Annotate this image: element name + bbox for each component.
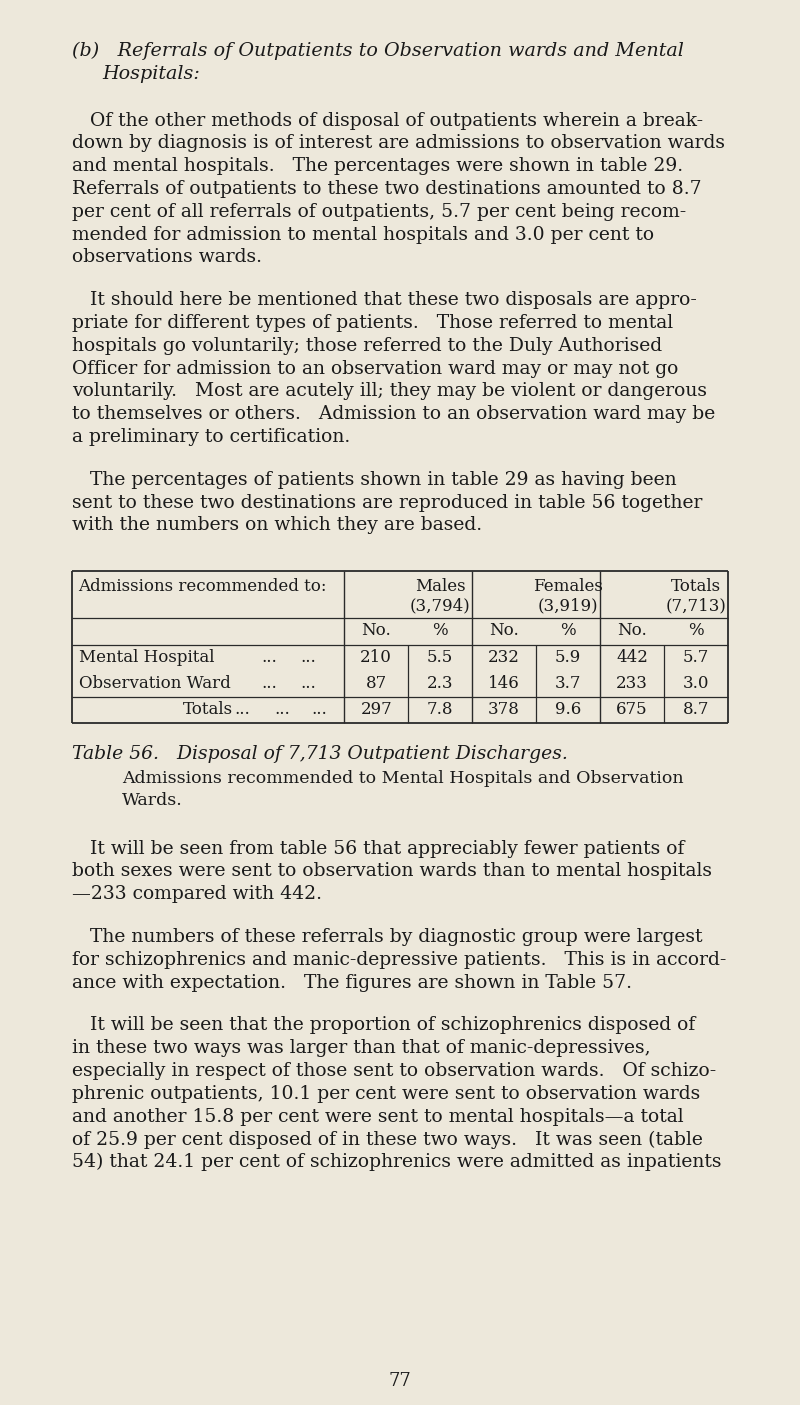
Text: (3,794): (3,794) [410,597,470,615]
Text: 9.6: 9.6 [555,701,582,718]
Text: 2.3: 2.3 [427,676,454,693]
Text: 233: 233 [616,676,648,693]
Text: 77: 77 [389,1373,411,1390]
Text: (7,713): (7,713) [666,597,726,615]
Text: 5.9: 5.9 [555,649,582,666]
Text: priate for different types of patients.   Those referred to mental: priate for different types of patients. … [72,313,673,332]
Text: a preliminary to certification.: a preliminary to certification. [72,429,350,445]
Text: hospitals go voluntarily; those referred to the Duly Authorised: hospitals go voluntarily; those referred… [72,337,662,355]
Text: 675: 675 [616,701,648,718]
Text: ...: ... [311,701,327,718]
Text: ...: ... [300,676,316,693]
Text: 442: 442 [616,649,648,666]
Text: Of the other methods of disposal of outpatients wherein a break-: Of the other methods of disposal of outp… [72,111,703,129]
Text: mended for admission to mental hospitals and 3.0 per cent to: mended for admission to mental hospitals… [72,226,654,243]
Text: %: % [688,622,704,639]
Text: (3,919): (3,919) [538,597,598,615]
Text: Wards.: Wards. [122,792,182,809]
Text: 54) that 24.1 per cent of schizophrenics were admitted as inpatients: 54) that 24.1 per cent of schizophrenics… [72,1154,722,1172]
Text: Observation Ward: Observation Ward [78,676,230,693]
Text: especially in respect of those sent to observation wards.   Of schizo-: especially in respect of those sent to o… [72,1062,716,1080]
Text: with the numbers on which they are based.: with the numbers on which they are based… [72,517,482,534]
Text: 5.5: 5.5 [427,649,454,666]
Text: Referrals of outpatients to these two destinations amounted to 8.7: Referrals of outpatients to these two de… [72,180,702,198]
Text: Admissions recommended to:: Admissions recommended to: [78,579,327,596]
Text: for schizophrenics and manic-depressive patients.   This is in accord-: for schizophrenics and manic-depressive … [72,951,726,969]
Text: %: % [560,622,576,639]
Text: in these two ways was larger than that of manic-depressives,: in these two ways was larger than that o… [72,1040,650,1057]
Text: 232: 232 [488,649,520,666]
Text: down by diagnosis is of interest are admissions to observation wards: down by diagnosis is of interest are adm… [72,135,725,152]
Text: 378: 378 [488,701,520,718]
Text: voluntarily.   Most are acutely ill; they may be violent or dangerous: voluntarily. Most are acutely ill; they … [72,382,707,400]
Text: 7.8: 7.8 [427,701,454,718]
Text: ...: ... [300,649,316,666]
Text: ...: ... [261,676,277,693]
Text: The numbers of these referrals by diagnostic group were largest: The numbers of these referrals by diagno… [72,927,702,946]
Text: 3.7: 3.7 [555,676,582,693]
Text: It should here be mentioned that these two disposals are appro-: It should here be mentioned that these t… [72,291,697,309]
Text: ...: ... [274,701,290,718]
Text: observations wards.: observations wards. [72,249,262,267]
Text: 146: 146 [488,676,520,693]
Text: No.: No. [362,622,391,639]
Text: Males: Males [415,579,466,596]
Text: It will be seen from table 56 that appreciably fewer patients of: It will be seen from table 56 that appre… [72,840,684,857]
Text: per cent of all referrals of outpatients, 5.7 per cent being recom-: per cent of all referrals of outpatients… [72,202,686,221]
Text: It will be seen that the proportion of schizophrenics disposed of: It will be seen that the proportion of s… [72,1016,695,1034]
Text: of 25.9 per cent disposed of in these two ways.   It was seen (table: of 25.9 per cent disposed of in these tw… [72,1131,703,1149]
Text: and another 15.8 per cent were sent to mental hospitals—a total: and another 15.8 per cent were sent to m… [72,1107,684,1125]
Text: 8.7: 8.7 [682,701,710,718]
Text: to themselves or others.   Admission to an observation ward may be: to themselves or others. Admission to an… [72,405,715,423]
Text: %: % [432,622,448,639]
Text: 297: 297 [360,701,392,718]
Text: Officer for admission to an observation ward may or may not go: Officer for admission to an observation … [72,360,678,378]
Text: phrenic outpatients, 10.1 per cent were sent to observation wards: phrenic outpatients, 10.1 per cent were … [72,1085,700,1103]
Text: (b)   Referrals of Outpatients to Observation wards and Mental: (b) Referrals of Outpatients to Observat… [72,42,684,60]
Text: Totals: Totals [671,579,721,596]
Text: No.: No. [617,622,647,639]
Text: 210: 210 [360,649,392,666]
Text: ...: ... [234,701,250,718]
Text: Table 56.   Disposal of 7,713 Outpatient Discharges.: Table 56. Disposal of 7,713 Outpatient D… [72,745,568,763]
Text: Totals: Totals [183,701,233,718]
Text: sent to these two destinations are reproduced in table 56 together: sent to these two destinations are repro… [72,493,702,511]
Text: Females: Females [533,579,603,596]
Text: Mental Hospital: Mental Hospital [78,649,214,666]
Text: 3.0: 3.0 [682,676,710,693]
Text: ...: ... [261,649,277,666]
Text: 87: 87 [366,676,387,693]
Text: —233 compared with 442.: —233 compared with 442. [72,885,322,903]
Text: 5.7: 5.7 [683,649,710,666]
Text: ance with expectation.   The figures are shown in Table 57.: ance with expectation. The figures are s… [72,974,632,992]
Text: Hospitals:: Hospitals: [102,65,200,83]
Text: No.: No. [490,622,519,639]
Text: both sexes were sent to observation wards than to mental hospitals: both sexes were sent to observation ward… [72,863,712,881]
Text: The percentages of patients shown in table 29 as having been: The percentages of patients shown in tab… [72,471,677,489]
Text: and mental hospitals.   The percentages were shown in table 29.: and mental hospitals. The percentages we… [72,157,683,176]
Text: Admissions recommended to Mental Hospitals and Observation: Admissions recommended to Mental Hospita… [122,770,684,787]
